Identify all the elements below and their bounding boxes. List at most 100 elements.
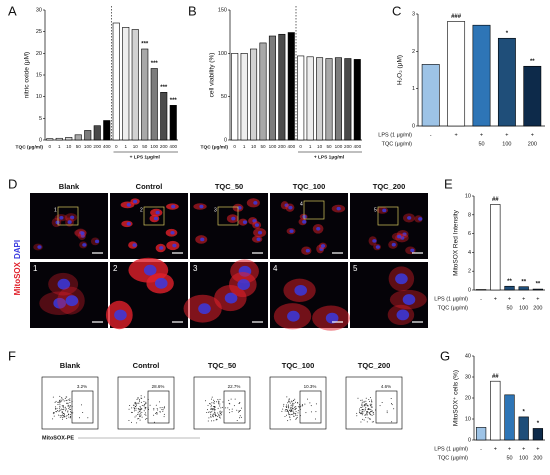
bar [472,24,491,127]
lps-label: + [531,132,534,138]
event-dot [295,414,297,416]
row-label: LPS (1 μg/ml) [378,132,412,138]
event-dot [68,416,70,418]
event-dot [159,407,161,409]
event-dot [137,408,139,410]
event-dot [216,401,218,403]
event-dot [67,413,69,415]
event-dot [65,396,67,398]
event-dot [139,399,141,401]
event-dot [228,402,230,404]
event-dot [155,413,157,415]
event-dot [58,414,60,416]
event-dot [61,405,63,407]
inset-box [143,206,165,226]
inset-box [303,200,325,220]
y-tick-label: 10 [465,416,471,422]
nucleus [254,223,260,227]
event-dot [361,414,363,416]
panel-letter: A [8,3,17,18]
event-dot [364,409,366,411]
event-dot [386,412,388,414]
event-dot [391,402,393,404]
event-dot [213,420,215,422]
x-tick-label: 1 [58,144,61,149]
event-dot [69,405,71,407]
event-dot [163,416,165,418]
event-dot [228,399,230,401]
inset-box [57,206,79,226]
event-dot [361,401,363,403]
row-label: TQC (μg/ml) [438,455,469,461]
event-dot [54,407,56,409]
event-dot [220,411,222,413]
event-dot [141,411,143,413]
event-dot [218,401,220,403]
bar [518,416,529,441]
y-tick-label: 10 [36,94,42,100]
bar [504,285,515,291]
event-dot [52,396,54,398]
annotation: * [537,421,540,427]
event-dot [141,408,143,410]
event-dot [132,404,134,406]
event-dot [371,406,373,408]
event-dot [292,408,294,410]
event-dot [214,409,216,411]
event-dot [128,408,130,410]
bar [334,57,342,141]
group-label: Control [136,182,163,191]
event-dot [67,411,69,413]
lps-label: + [494,296,497,302]
bar [497,37,516,127]
event-dot [63,413,65,415]
event-dot [219,405,221,407]
event-dot [373,413,375,415]
nucleus [80,234,85,238]
lps-label: + [536,296,539,302]
y-tick-label: 0 [224,137,227,143]
event-dot [53,412,55,414]
event-dot [295,413,297,415]
event-dot [139,411,141,413]
nucleus [143,264,157,276]
event-dot [59,401,61,403]
event-dot [210,412,212,414]
bar [268,35,276,141]
event-dot [213,408,215,410]
event-dot [153,421,155,423]
event-dot [296,416,298,418]
bar [84,130,92,141]
event-dot [69,399,71,401]
event-dot [301,403,303,405]
x-tick-label: 10 [317,144,323,149]
x-tick-label: 400 [287,144,295,149]
event-dot [145,402,147,404]
event-dot [217,412,219,414]
event-dot [213,413,215,415]
event-dot [305,412,307,414]
event-dot [369,418,371,420]
event-dot [289,416,291,418]
event-dot [239,402,241,404]
event-dot [218,403,220,405]
event-dot [144,407,146,409]
nucleus [336,206,341,211]
y-tick-label: 6 [468,231,471,237]
bar [297,55,305,141]
event-dot [370,397,372,399]
bar [421,64,440,127]
event-dot [291,410,293,412]
event-dot [218,416,220,418]
x-tick-label: 50 [326,144,332,149]
bar [231,53,239,141]
event-dot [139,408,141,410]
lps-label: + [505,132,508,138]
bar [150,68,158,141]
nucleus [171,204,176,209]
event-dot [358,411,360,413]
event-dot [365,400,367,402]
event-dot [293,411,295,413]
event-dot [219,413,221,415]
event-dot [296,414,298,416]
